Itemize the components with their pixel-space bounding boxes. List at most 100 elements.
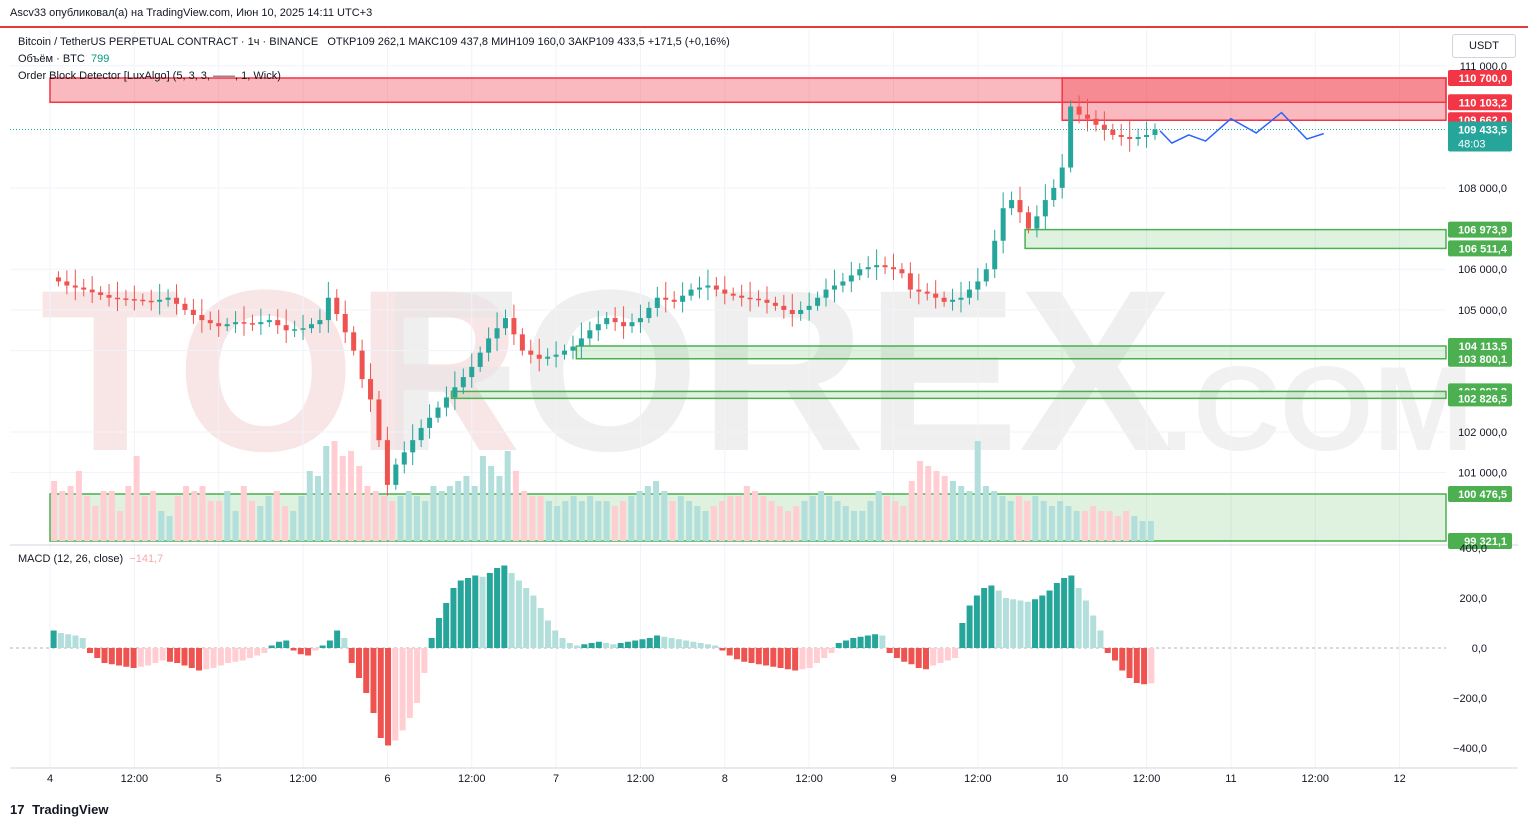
macd-bar xyxy=(239,648,246,661)
current-price-tag-bg xyxy=(1448,121,1512,152)
macd-bar xyxy=(1002,598,1009,648)
volume-bar xyxy=(916,461,923,541)
macd-bar xyxy=(879,635,886,648)
zone-bottom-tag-bg xyxy=(1448,533,1512,549)
volume-bar xyxy=(199,486,206,541)
watermark-text-a: TOR xyxy=(40,242,521,499)
zone-bottom-tag: 106 511,4 xyxy=(1459,243,1508,255)
macd-bar xyxy=(1032,599,1039,648)
volume-bar xyxy=(380,496,387,541)
candle-body xyxy=(950,299,956,302)
macd-bar xyxy=(893,648,900,658)
macd-axis[interactable]: 400,0 200,0 0,0 −200,0 −400,0 xyxy=(1453,543,1487,755)
time-tick-label: 5 xyxy=(216,773,222,785)
price-tick-label: 111 000,0 xyxy=(1460,61,1507,73)
macd-bar xyxy=(995,590,1002,648)
time-axis[interactable]: 4 12:00 5 12:00 6 12:00 7 12:00 8 12:00 9 12:00 10 12… xyxy=(10,767,1518,785)
volume-bar xyxy=(653,481,660,541)
volume-bar xyxy=(1090,506,1097,541)
zone-top-tag: 100 476,5 xyxy=(1458,489,1507,501)
candle-body xyxy=(275,320,281,326)
candle-body xyxy=(511,318,517,335)
candle-body xyxy=(368,379,374,400)
candle-body xyxy=(249,323,255,325)
macd-bar xyxy=(101,648,108,663)
candle-body xyxy=(98,292,104,296)
candle-body xyxy=(55,277,61,282)
currency-button[interactable]: USDT xyxy=(1452,34,1516,58)
macd-bar xyxy=(406,648,413,718)
candle-body xyxy=(1076,106,1082,115)
candle-body xyxy=(224,324,230,327)
volume-bar xyxy=(133,456,140,541)
macd-bar xyxy=(741,648,748,662)
volume-bar xyxy=(59,491,66,541)
zone-top-tag-bg xyxy=(1448,485,1512,502)
candle-body xyxy=(671,299,677,302)
candle-body xyxy=(1009,200,1015,209)
zone-bottom-tag: 99 321,1 xyxy=(1464,536,1507,548)
macd-bar xyxy=(922,648,929,670)
candle-body xyxy=(1000,208,1006,241)
volume-bar xyxy=(216,501,223,541)
macd-bar xyxy=(348,648,355,663)
volume-bar xyxy=(413,496,420,541)
candle-body xyxy=(840,281,846,286)
macd-bar xyxy=(414,648,421,703)
candle-body xyxy=(882,265,888,268)
candle-body xyxy=(545,356,551,359)
volume-bar xyxy=(1098,511,1105,541)
macd-bar xyxy=(850,638,857,648)
volume-bar xyxy=(793,506,800,541)
countdown-tag: 48:03 xyxy=(1458,139,1486,151)
macd-bar xyxy=(973,595,980,648)
macd-bar xyxy=(864,635,871,648)
volume-bar xyxy=(372,491,379,541)
candle-body xyxy=(857,269,863,276)
volume-bar xyxy=(768,501,775,541)
candle-body xyxy=(705,285,711,288)
candle-body xyxy=(157,299,163,302)
candle-body xyxy=(494,328,500,339)
zone-bottom-tag: 102 826,5 xyxy=(1458,393,1507,405)
macd-bar xyxy=(363,648,370,693)
candle-body xyxy=(477,352,483,367)
watermark: TOR FOREX .COM xyxy=(40,242,1473,499)
volume-bar xyxy=(603,501,610,541)
bullish-order-block xyxy=(450,390,1447,400)
macd-bar xyxy=(457,580,464,648)
macd-legend: MACD (12, 26, close) −141,7 xyxy=(18,553,163,565)
volume-bar xyxy=(1048,506,1055,541)
volume-bar xyxy=(1073,511,1080,541)
candle-body xyxy=(966,289,972,298)
price-tick-label: 108 000,0 xyxy=(1458,183,1507,195)
volume-bar xyxy=(265,496,272,541)
candle-body xyxy=(612,318,618,323)
volume-bar xyxy=(174,496,181,541)
candle-body xyxy=(604,318,610,325)
macd-histogram[interactable] xyxy=(50,565,1155,746)
candle-body xyxy=(874,265,880,268)
macd-bar xyxy=(959,623,966,648)
macd-bar xyxy=(65,634,72,648)
macd-bar xyxy=(835,643,842,648)
macd-bar xyxy=(770,648,777,667)
macd-bar xyxy=(50,630,57,648)
macd-bar xyxy=(908,648,915,665)
candle-body xyxy=(519,334,525,351)
volume-bar xyxy=(455,481,462,541)
candle-body xyxy=(730,293,736,296)
macd-bar xyxy=(1068,575,1075,648)
candle-body xyxy=(815,297,821,306)
time-tick-label: 12:00 xyxy=(458,773,486,785)
current-price-tag: 109 433,5 xyxy=(1458,125,1507,137)
candlesticks[interactable] xyxy=(55,95,1158,496)
macd-bar xyxy=(1112,648,1119,661)
candle-body xyxy=(1034,216,1040,229)
candle-body xyxy=(266,320,272,323)
macd-bar xyxy=(617,643,624,648)
candle-body xyxy=(283,325,289,331)
macd-bar xyxy=(515,580,522,648)
